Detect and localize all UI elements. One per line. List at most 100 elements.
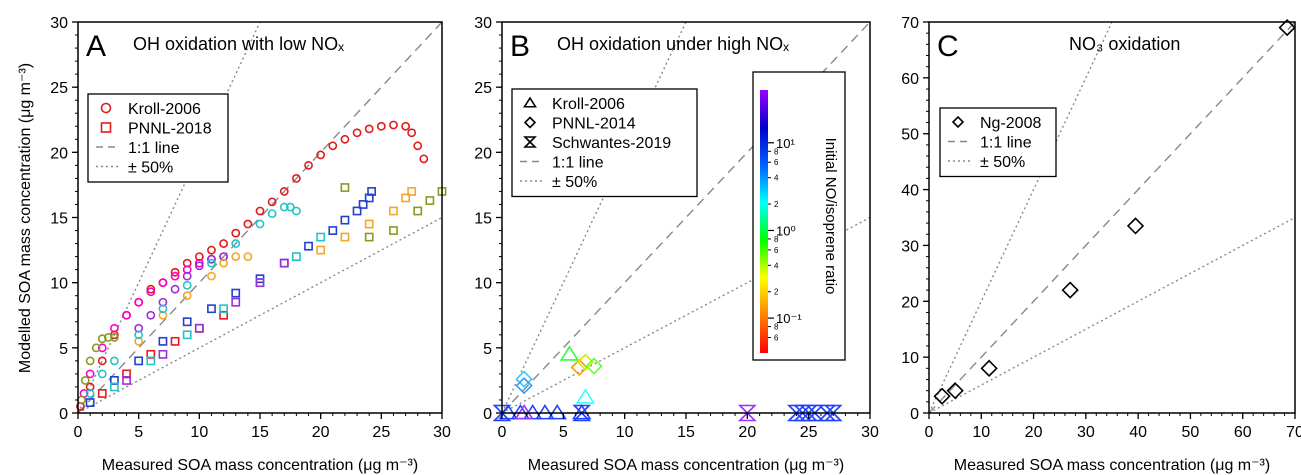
colorbar-frame [752, 71, 846, 361]
data-point [340, 215, 350, 225]
x-tick-label: 0 [925, 424, 934, 441]
data-point [285, 202, 295, 212]
colorbar-tick-label: 10¹ [776, 136, 795, 151]
legend: Kroll-2006 PNNL-2018 1:1 line ± 50% [87, 93, 229, 183]
data-point [340, 183, 350, 192]
series-5 [515, 376, 533, 395]
legend-label: 1:1 line [552, 155, 604, 172]
data-point [103, 333, 113, 342]
data-point [492, 404, 512, 422]
data-point [291, 252, 301, 261]
data-point [358, 200, 368, 209]
x-tick-label: 50 [1182, 424, 1200, 441]
data-point [933, 387, 951, 405]
data-point [146, 356, 156, 366]
data-point [946, 382, 964, 400]
data-point [389, 206, 398, 216]
colorbar-minor-label: 8 [774, 147, 779, 156]
series-2 [559, 345, 580, 361]
data-point [194, 323, 204, 333]
series-0 [933, 18, 1296, 405]
legend-label: Schwantes-2019 [552, 135, 671, 152]
data-point [1126, 217, 1145, 235]
x-axis-label: Measured SOA mass concentration (μg m⁻³) [528, 457, 844, 474]
y-tick-label: 15 [50, 211, 68, 228]
data-point [97, 356, 107, 366]
legend-label: PNNL-2018 [128, 121, 212, 138]
series-2 [134, 252, 228, 333]
data-point [352, 128, 362, 138]
legend-entry: Kroll-2006 [100, 101, 201, 118]
data-point [231, 297, 241, 307]
legend-entry: 1:1 line [96, 140, 180, 157]
data-point [110, 356, 119, 366]
colorbar-minor-label: 8 [774, 235, 779, 244]
series-10 [737, 404, 757, 422]
y-tick-label: 10 [50, 276, 68, 293]
data-point [85, 369, 95, 379]
data-point [1278, 18, 1296, 37]
y-tick-label: 10 [901, 350, 919, 367]
data-point [413, 141, 423, 151]
legend-label: ± 50% [128, 160, 173, 177]
y-tick-label: 0 [910, 406, 919, 423]
data-point [207, 258, 216, 268]
legend-label: Kroll-2006 [128, 101, 201, 118]
data-point [535, 403, 555, 420]
legend-entry: Kroll-2006 [523, 96, 625, 113]
series-1 [79, 252, 228, 398]
y-tick-label: 70 [901, 15, 919, 32]
legend-marker [951, 115, 965, 129]
y-tick-label: 20 [901, 294, 919, 311]
colorbar-gradient [760, 90, 768, 353]
y-tick-label: 60 [901, 71, 919, 88]
data-point [805, 404, 825, 422]
plot-frame [928, 21, 1296, 414]
data-point [243, 252, 253, 261]
y-tick-label: 50 [901, 127, 919, 144]
data-point [340, 232, 350, 242]
data-point [182, 280, 192, 290]
data-point [85, 389, 95, 398]
panel-a: 0 5 10 15 20 25 30 0 5 10 15 20 25 30 Measured SOA mas… [50, 15, 451, 474]
data-point [194, 261, 204, 271]
legend-label: PNNL-2014 [552, 116, 636, 133]
y-tick-label: 25 [474, 80, 492, 97]
data-point [182, 330, 192, 340]
legend-box [511, 88, 698, 198]
legend-label: 1:1 line [980, 135, 1032, 152]
data-point [585, 357, 603, 375]
plus-50-line [929, 22, 1113, 413]
y-tick-label: 5 [59, 341, 68, 358]
data-point [134, 356, 144, 366]
colorbar: 10⁻¹ 10⁰ 10¹ 6 8 2 4 6 8 2 4 6 8 Initial NO/isoprene … [752, 71, 846, 361]
legend-entry: Ng-2008 [951, 115, 1041, 132]
data-point [291, 173, 301, 183]
data-point [255, 219, 265, 229]
data-point [514, 403, 534, 420]
plus-50-line [78, 22, 261, 413]
colorbar-tick-label: 10⁰ [776, 223, 796, 238]
legend-label: ± 50% [980, 154, 1025, 171]
data-point [279, 202, 289, 212]
legend-marker [523, 96, 537, 108]
legend-label: Kroll-2006 [552, 96, 625, 113]
data-point [207, 254, 216, 264]
panel-c: 0 10 20 30 40 50 60 70 0 10 20 30 40 50 60 70 Measured S… [901, 15, 1301, 474]
data-point [182, 271, 192, 281]
data-point [823, 404, 843, 422]
y-tick-label: 10 [474, 276, 492, 293]
data-point [170, 271, 180, 281]
y-tick-label: 0 [59, 406, 68, 423]
x-tick-label: 10 [190, 424, 208, 441]
series-9 [492, 404, 843, 422]
data-point [97, 389, 107, 398]
data-point [419, 154, 429, 164]
data-point [515, 376, 533, 395]
x-tick-label: 15 [251, 424, 269, 441]
data-point [85, 356, 95, 366]
panel-title: NO₃ oxidation [1069, 34, 1180, 54]
x-tick-label: 25 [372, 424, 390, 441]
legend-entry: ± 50% [520, 174, 597, 191]
